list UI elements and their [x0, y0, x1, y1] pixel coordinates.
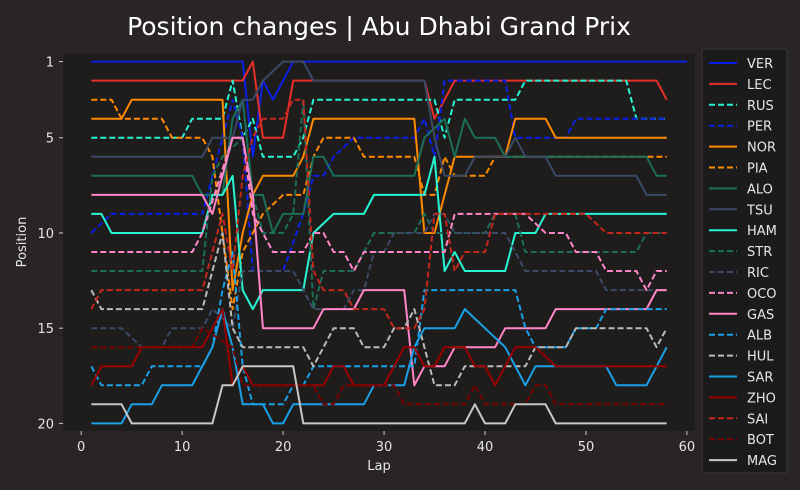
legend-label-zho: ZHO	[747, 391, 776, 406]
x-tick-label: 50	[578, 440, 595, 455]
legend-label-oco: OCO	[747, 287, 777, 302]
series-line-sai	[90, 98, 667, 330]
series-line-gas	[91, 136, 667, 387]
y-tick-label: 10	[37, 227, 54, 242]
series-line-tsu	[91, 60, 667, 196]
legend-label-str: STR	[747, 245, 772, 260]
series-line-ric	[91, 212, 667, 349]
legend-label-nor: NOR	[747, 141, 776, 156]
plot-area	[63, 53, 695, 431]
legend-label-ver: VER	[747, 57, 773, 72]
x-tick-label: 60	[679, 440, 696, 455]
legend-label-bot: BOT	[747, 433, 774, 448]
series-line-ham	[91, 155, 667, 311]
y-tick-label: 5	[46, 132, 54, 147]
legend-box	[701, 48, 788, 474]
x-axis-label: Lap	[367, 459, 390, 474]
series-layer	[90, 60, 687, 425]
y-tick-label: 1	[46, 56, 54, 71]
legend: VER LEC RUS PER NOR PIA ALO TSU HAM STR RIC OCO GAS A…	[709, 57, 777, 469]
legend-label-gas: GAS	[747, 308, 774, 323]
x-tick-label: 0	[77, 440, 85, 455]
legend-label-lec: LEC	[747, 78, 772, 93]
legend-label-sar: SAR	[747, 371, 773, 386]
legend-label-rus: RUS	[747, 99, 774, 114]
x-tick-label: 30	[376, 440, 393, 455]
x-axis: 0 10 20 30 40 50 60	[77, 431, 695, 455]
x-tick-label: 10	[174, 440, 191, 455]
series-line-sar	[91, 308, 668, 425]
legend-label-sai: SAI	[747, 412, 768, 427]
legend-label-alb: ALB	[747, 329, 772, 344]
legend-label-ham: HAM	[747, 224, 777, 239]
legend-label-hul: HUL	[747, 350, 774, 365]
x-tick-label: 20	[275, 440, 292, 455]
series-line-zho	[90, 308, 667, 387]
x-tick-label: 40	[477, 440, 494, 455]
legend-label-ric: RIC	[747, 266, 769, 281]
series-line-bot	[91, 327, 667, 406]
series-line-hul	[90, 232, 668, 387]
legend-label-tsu: TSU	[746, 203, 773, 218]
y-axis-label: Position	[15, 217, 30, 268]
legend-label-per: PER	[747, 120, 772, 135]
legend-label-alo: ALO	[747, 182, 773, 197]
series-line-mag	[91, 365, 667, 425]
legend-label-pia: PIA	[747, 162, 768, 177]
series-line-pia	[91, 98, 667, 311]
legend-label-mag: MAG	[747, 454, 777, 469]
series-line-rus	[91, 79, 667, 158]
y-tick-label: 20	[37, 417, 54, 432]
series-line-alo	[91, 98, 667, 234]
y-tick-label: 15	[37, 322, 54, 337]
chart-title: Position changes | Abu Dhabi Grand Prix	[127, 12, 631, 41]
